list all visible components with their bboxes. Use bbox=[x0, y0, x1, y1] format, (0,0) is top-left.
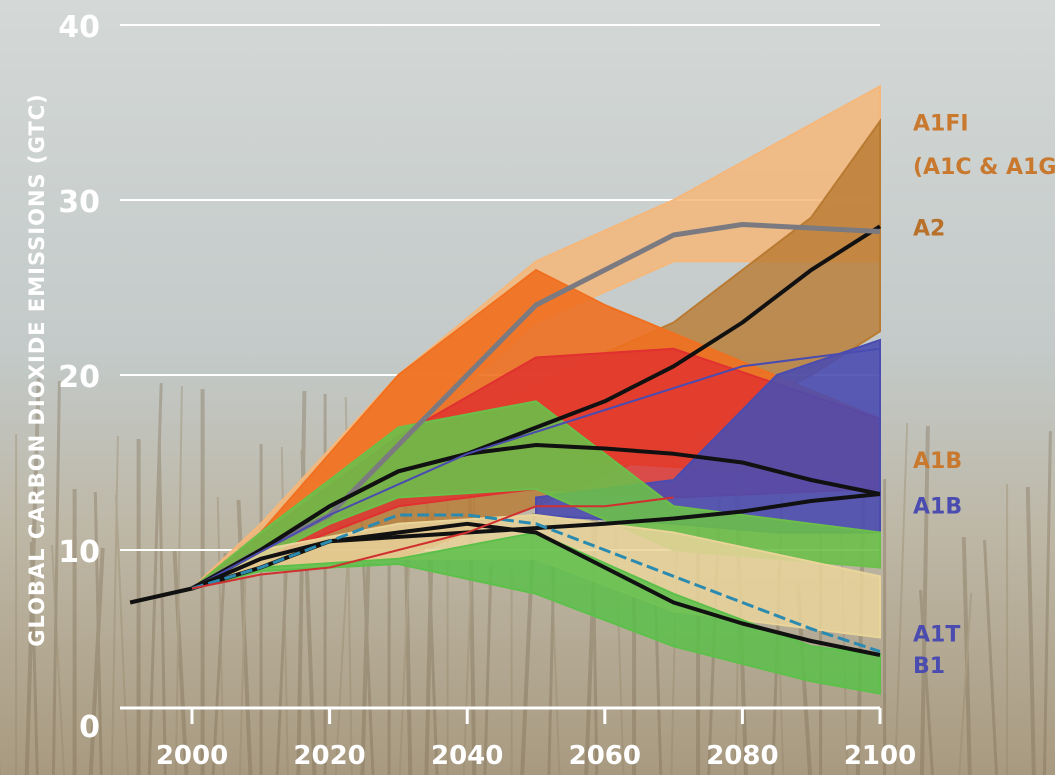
stalk bbox=[1025, 486, 1036, 775]
scenario-label: A1T bbox=[913, 622, 960, 647]
stalk bbox=[334, 557, 349, 775]
stalk bbox=[93, 491, 103, 775]
y-tick-label: 30 bbox=[58, 185, 100, 220]
stalk bbox=[88, 547, 105, 775]
scenario-label: A1FI bbox=[913, 111, 969, 136]
stalk bbox=[1042, 430, 1052, 775]
y-tick-label: 10 bbox=[58, 535, 100, 570]
scenario-line bbox=[191, 496, 674, 590]
scenario-line bbox=[191, 513, 881, 653]
stalk bbox=[296, 390, 307, 775]
y-tick-label: 40 bbox=[58, 10, 100, 45]
x-tick-label: 2000 bbox=[156, 741, 228, 771]
scenario-band bbox=[191, 531, 881, 695]
scenario-labels: A1FI (A1C & A1G) A2 A1B A1B A1T B1 bbox=[913, 111, 1055, 679]
stalk bbox=[958, 592, 973, 775]
stalk bbox=[983, 539, 998, 775]
scenario-lines bbox=[129, 222, 882, 657]
scenario-label: A1B bbox=[913, 449, 962, 474]
stalk bbox=[174, 385, 183, 775]
x-tick-label: 2100 bbox=[844, 741, 916, 771]
stalk bbox=[919, 425, 930, 775]
y-tick-label: 0 bbox=[79, 710, 100, 745]
stalk bbox=[110, 435, 119, 775]
y-axis-label: GLOBAL CARBON DIOXIDE EMISSIONS (GTC) bbox=[25, 93, 49, 647]
stalk bbox=[172, 549, 189, 775]
stalk bbox=[51, 380, 61, 775]
stalk bbox=[919, 589, 934, 775]
stalk bbox=[894, 422, 909, 775]
x-tick-label: 2040 bbox=[431, 741, 503, 771]
stalk bbox=[961, 536, 972, 775]
x-tick-label: 2060 bbox=[569, 741, 641, 771]
y-tick-label: 20 bbox=[58, 360, 100, 395]
stalk bbox=[360, 560, 371, 775]
x-tick-label: 2080 bbox=[706, 741, 778, 771]
stalk bbox=[24, 377, 41, 775]
scenario-line bbox=[191, 492, 881, 591]
scenario-label: A2 bbox=[913, 216, 945, 241]
scenario-label: A1B bbox=[913, 495, 962, 520]
stalk bbox=[238, 555, 247, 775]
stalk bbox=[29, 541, 39, 775]
stalk bbox=[51, 544, 65, 775]
x-tick-label: 2020 bbox=[293, 741, 365, 771]
stalk bbox=[483, 565, 493, 775]
scenario-label: (A1C & A1G) bbox=[913, 155, 1055, 180]
scenario-line bbox=[191, 347, 881, 590]
stalk bbox=[115, 494, 129, 775]
x-ticks: 2000 2020 2040 2060 2080 2100 bbox=[156, 708, 916, 771]
stalk bbox=[157, 441, 167, 775]
scenario-label: B1 bbox=[913, 654, 945, 679]
stalk bbox=[211, 552, 227, 775]
y-ticks: 0 10 20 30 40 bbox=[58, 10, 100, 745]
stalk bbox=[216, 496, 225, 775]
stalk bbox=[147, 382, 163, 775]
scenario-line bbox=[191, 443, 881, 591]
